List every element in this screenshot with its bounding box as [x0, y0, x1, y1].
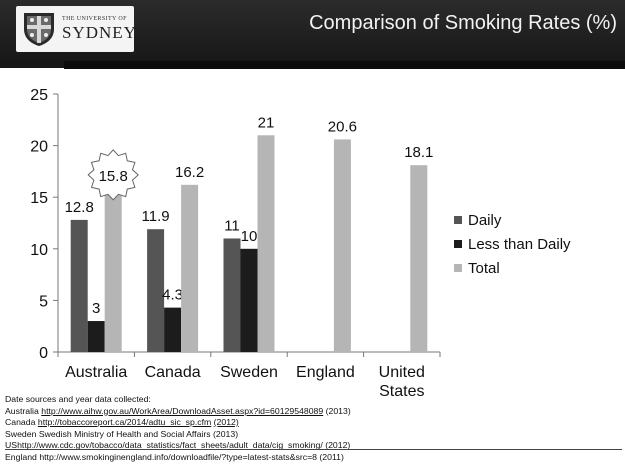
- y-tick-label: 10: [30, 242, 48, 259]
- bar: [257, 135, 275, 352]
- data-label: 3: [92, 300, 100, 317]
- bar: [70, 219, 88, 352]
- university-logo[interactable]: THE UNIVERSITY OF SYDNEY: [16, 6, 137, 52]
- slide-title: Comparison of Smoking Rates (%): [309, 12, 617, 34]
- source-country: US: [5, 440, 18, 451]
- source-link[interactable]: http://www.cdc.gov/tobacco/data_statisti…: [17, 440, 323, 451]
- source-year: (2013): [325, 405, 351, 416]
- source-country: Sweden: [5, 428, 37, 439]
- bar: [164, 307, 182, 352]
- legend-label-daily: Daily: [468, 211, 502, 229]
- source-country: England: [5, 451, 37, 462]
- divider-line: [5, 449, 622, 450]
- logo-big-text: SYDNEY: [62, 23, 137, 42]
- data-label: 11: [224, 217, 240, 234]
- source-line-sweden: Sweden Swedish Ministry of Health and So…: [5, 429, 620, 441]
- data-label: 4.3: [162, 287, 183, 304]
- bar: [333, 139, 351, 352]
- bar: [87, 321, 105, 352]
- highlight-starburst: [87, 149, 139, 201]
- source-year: (2012): [213, 417, 239, 428]
- source-link[interactable]: http://www.aihw.gov.au/WorkArea/Download…: [41, 405, 324, 416]
- data-label: 18.1: [404, 144, 433, 161]
- crest-icon: [24, 13, 54, 46]
- x-tick-label: Australia: [65, 364, 127, 381]
- data-label: 15.8: [99, 168, 128, 185]
- chart-legend: Daily Less than Daily Total: [454, 208, 571, 280]
- logo-small-text: THE UNIVERSITY OF: [62, 16, 127, 22]
- bar: [104, 188, 122, 352]
- source-year: (2012): [325, 440, 351, 451]
- x-tick-label: United: [379, 364, 425, 381]
- legend-label-less-than-daily: Less than Daily: [468, 235, 571, 253]
- legend-label-total: Total: [468, 259, 500, 277]
- data-label: 10: [241, 228, 258, 245]
- source-line-us: UShttp://www.cdc.gov/tobacco/data_statis…: [5, 440, 620, 452]
- source-line-canada: Canada http://tobaccoreport.ca/2014/adtu…: [5, 417, 620, 429]
- bar-chart: 0 5 10 15 20 25 12.8 3 15.8 Australia 11.9 4.3 16.2 C…: [30, 87, 441, 400]
- y-tick-label: 15: [30, 190, 48, 207]
- sources-heading: Date sources and year data collected:: [5, 394, 151, 404]
- bar: [240, 248, 258, 352]
- bar: [223, 238, 241, 352]
- y-tick-label: 25: [30, 87, 48, 104]
- y-tick-label: 20: [30, 139, 48, 156]
- source-line-australia: Australia http://www.aihw.gov.au/WorkAre…: [5, 406, 620, 418]
- bar: [147, 229, 165, 352]
- x-tick-label: States: [379, 383, 424, 400]
- bar: [181, 184, 199, 352]
- data-label: 12.8: [65, 199, 94, 216]
- y-tick-label: 0: [39, 345, 48, 362]
- x-tick-label: Canada: [145, 364, 201, 381]
- source-year: http://www.smokinginengland.info/downloa…: [39, 451, 344, 462]
- legend-item-less-than-daily: Less than Daily: [454, 232, 571, 256]
- bar: [410, 165, 428, 352]
- legend-swatch-daily: [454, 216, 462, 224]
- source-link[interactable]: http://tobaccoreport.ca/2014/adtu_sic_sp…: [37, 417, 212, 428]
- data-label: 20.6: [328, 118, 357, 135]
- source-country: Australia: [5, 405, 39, 416]
- x-tick-label: Sweden: [220, 364, 278, 381]
- source-year: Swedish Ministry of Health and Social Af…: [38, 428, 239, 439]
- data-label: 21: [258, 114, 275, 131]
- legend-item-total: Total: [454, 256, 571, 280]
- legend-item-daily: Daily: [454, 208, 571, 232]
- header-strip: [64, 61, 625, 69]
- data-label: 11.9: [142, 208, 170, 225]
- source-line-england: England http://www.smokinginengland.info…: [5, 452, 620, 464]
- legend-swatch-total: [454, 264, 462, 272]
- y-tick-label: 5: [39, 293, 48, 310]
- header-bar: THE UNIVERSITY OF SYDNEY Comparison of S…: [0, 0, 625, 69]
- x-tick-label: England: [296, 364, 355, 381]
- legend-swatch-less-than-daily: [454, 240, 462, 248]
- source-country: Canada: [5, 417, 36, 428]
- data-sources: Date sources and year data collected: Au…: [5, 394, 620, 464]
- data-label: 16.2: [175, 164, 204, 181]
